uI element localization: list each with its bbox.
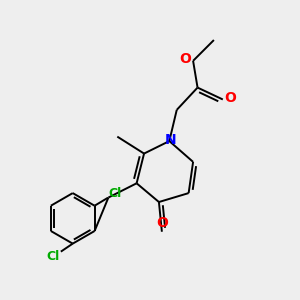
Text: O: O xyxy=(224,91,236,105)
Text: N: N xyxy=(165,133,177,147)
Text: O: O xyxy=(156,216,168,230)
Text: Cl: Cl xyxy=(109,187,122,200)
Text: Cl: Cl xyxy=(46,250,59,263)
Text: O: O xyxy=(180,52,192,66)
